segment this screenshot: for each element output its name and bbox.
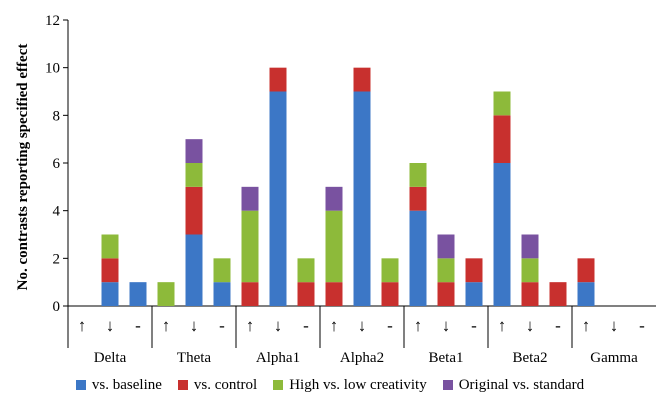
y-tick-label: 0 (53, 299, 61, 315)
bar-segment-control (493, 115, 511, 163)
legend-item-creativity: High vs. low creativity (273, 376, 427, 394)
bar-segment-creativity (213, 258, 231, 283)
bar-segment-control (465, 258, 483, 283)
legend-label-baseline: vs. baseline (91, 376, 162, 393)
bar-segment-creativity (381, 258, 399, 283)
bar-segment-control (185, 186, 203, 235)
bar-segment-creativity (409, 163, 427, 187)
direction-label: ↑ (78, 316, 87, 335)
direction-label: ↓ (358, 316, 367, 335)
direction-label: - (555, 316, 561, 335)
legend-label-control: vs. control (193, 376, 258, 393)
legend-swatch-control (177, 380, 188, 390)
bar-segment-control (297, 282, 315, 306)
direction-label: - (471, 316, 477, 335)
bar-segment-original (325, 186, 343, 211)
legend-item-original: Original vs. standard (442, 376, 585, 394)
bar-segment-baseline (409, 210, 427, 306)
bar-segment-creativity (101, 234, 119, 259)
legend-label-original: Original vs. standard (458, 376, 585, 393)
direction-label: ↓ (610, 316, 619, 335)
bar-segment-control (409, 186, 427, 211)
direction-label: - (387, 316, 393, 335)
group-label-delta: Delta (94, 350, 127, 366)
direction-label: ↓ (190, 316, 199, 335)
bar-segment-baseline (465, 282, 483, 306)
group-label-beta1: Beta1 (429, 350, 464, 366)
direction-label: ↑ (246, 316, 255, 335)
group-label-alpha2: Alpha2 (340, 350, 384, 366)
bar-segment-creativity (157, 282, 175, 306)
y-tick-label: 10 (45, 61, 60, 77)
legend-item-control: vs. control (177, 376, 258, 394)
legend-swatch-baseline (75, 380, 86, 390)
legend: vs. baseline vs. control High vs. low cr… (0, 374, 660, 396)
direction-label: ↑ (162, 316, 171, 335)
bar-segment-creativity (437, 258, 455, 283)
bar-segment-creativity (241, 210, 259, 283)
bar-segment-creativity (297, 258, 315, 283)
bar-segment-baseline (101, 282, 119, 306)
y-tick-label: 8 (53, 108, 61, 124)
bar-segment-baseline (185, 234, 203, 306)
y-tick-label: 6 (53, 156, 61, 172)
bar-segment-baseline (129, 282, 147, 306)
bar-segment-original (437, 234, 455, 259)
group-label-beta2: Beta2 (513, 350, 548, 366)
bar-segment-control (101, 258, 119, 283)
bar-segment-baseline (577, 282, 595, 306)
bar-segment-original (185, 139, 203, 163)
direction-label: ↑ (498, 316, 507, 335)
y-tick-label: 12 (45, 13, 60, 29)
bar-segment-control (381, 282, 399, 306)
bar-segment-creativity (185, 163, 203, 187)
direction-label: ↓ (106, 316, 115, 335)
direction-label: - (135, 316, 141, 335)
direction-label: - (639, 316, 645, 335)
legend-swatch-original (442, 380, 453, 390)
bar-segment-control (241, 282, 259, 306)
direction-label: ↑ (414, 316, 423, 335)
direction-label: ↑ (582, 316, 591, 335)
bar-segment-baseline (213, 282, 231, 306)
bar-segment-control (549, 282, 567, 306)
group-label-theta: Theta (177, 350, 211, 366)
bar-segment-control (353, 67, 371, 92)
legend-swatch-creativity (273, 380, 284, 390)
group-label-gamma: Gamma (590, 350, 638, 366)
direction-label: ↓ (442, 316, 451, 335)
y-axis-title: No. contrasts reporting specified effect (15, 44, 31, 291)
bar-segment-control (325, 282, 343, 306)
legend-item-baseline: vs. baseline (75, 376, 162, 394)
direction-label: ↓ (274, 316, 283, 335)
bar-segment-creativity (325, 210, 343, 283)
direction-label: ↓ (526, 316, 535, 335)
bar-segment-control (269, 67, 287, 92)
bar-segment-original (521, 234, 539, 259)
bar-segment-baseline (493, 163, 511, 306)
direction-label: - (303, 316, 309, 335)
bar-segment-creativity (521, 258, 539, 283)
legend-label-creativity: High vs. low creativity (289, 376, 427, 393)
bar-segment-baseline (269, 91, 287, 306)
bar-segment-control (437, 282, 455, 306)
y-tick-label: 2 (53, 251, 61, 267)
direction-label: - (219, 316, 225, 335)
bar-segment-original (241, 186, 259, 211)
bar-segment-baseline (353, 91, 371, 306)
group-label-alpha1: Alpha1 (256, 350, 300, 366)
y-tick-label: 4 (53, 204, 61, 220)
direction-label: ↑ (330, 316, 339, 335)
bar-segment-creativity (493, 91, 511, 116)
bar-segment-control (577, 258, 595, 283)
bar-segment-control (521, 282, 539, 306)
